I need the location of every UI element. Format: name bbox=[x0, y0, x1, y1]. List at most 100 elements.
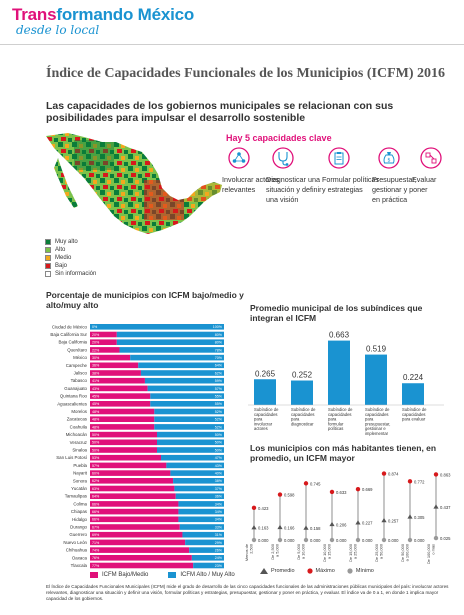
category-label: Coahuila bbox=[70, 424, 88, 429]
data-label-alto-muy-alto: 23% bbox=[215, 564, 223, 568]
category-label: 2,500 bbox=[249, 543, 254, 554]
data-label-bajo-medio: 71% bbox=[92, 541, 100, 545]
data-label-bajo-medio: 48% bbox=[92, 410, 100, 414]
data-label-alto-muy-alto: 34% bbox=[215, 502, 223, 506]
data-label-alto-muy-alto: 62% bbox=[215, 371, 223, 375]
bar-bajo-medio bbox=[90, 485, 175, 492]
category-label: Quintana Roo bbox=[60, 394, 88, 399]
min-label: 0.000 bbox=[284, 538, 295, 543]
data-label: 0.265 bbox=[255, 369, 276, 378]
category-label: Nayarit bbox=[73, 471, 88, 476]
data-label-alto-muy-alto: 34% bbox=[215, 518, 223, 522]
data-label-alto-muy-alto: 55% bbox=[215, 402, 223, 406]
bar-alto-muy-alto bbox=[161, 454, 224, 461]
category-label: Baja California Sur bbox=[50, 332, 87, 337]
data-label-bajo-medio: 36% bbox=[92, 364, 100, 368]
capacity-evaluar: Evaluar bbox=[412, 147, 464, 185]
avg-point bbox=[303, 525, 309, 530]
bar-alto-muy-alto bbox=[178, 501, 224, 507]
bar-bajo-medio bbox=[90, 501, 179, 507]
bar-bajo-medio bbox=[90, 339, 117, 345]
data-label-bajo-medio: 45% bbox=[92, 395, 100, 399]
population-chart-title: Los municipios con más habitantes tienen… bbox=[250, 443, 437, 463]
category-label: involucrar bbox=[254, 421, 273, 426]
avg-point bbox=[251, 525, 257, 530]
data-label-alto-muy-alto: 57% bbox=[215, 387, 223, 391]
brand-part-1: Trans bbox=[12, 5, 57, 24]
data-label-alto-muy-alto: 40% bbox=[215, 472, 223, 476]
max-label: 0.598 bbox=[284, 493, 295, 498]
max-label: 0.633 bbox=[336, 490, 347, 495]
avg-point bbox=[329, 521, 335, 527]
data-label-alto-muy-alto: 47% bbox=[215, 456, 223, 460]
bar-bajo-medio bbox=[90, 531, 183, 538]
category-label: formular bbox=[328, 421, 344, 426]
data-label-bajo-medio: 48% bbox=[92, 418, 100, 422]
bar-alto-muy-alto bbox=[193, 562, 224, 569]
max-point bbox=[303, 481, 309, 486]
bar-alto-muy-alto bbox=[185, 539, 224, 546]
triangle-marker-icon bbox=[260, 568, 268, 574]
bar-alto-muy-alto bbox=[191, 555, 224, 561]
legend-item-alto-muy-alto: ICFM Alto / Muy Alto bbox=[168, 572, 235, 578]
capacity-presupuestar: $ Presupuestar, gestionar y poner en prá… bbox=[372, 147, 432, 205]
min-point bbox=[407, 537, 413, 543]
category-label: Subíndice de bbox=[254, 407, 279, 412]
subindex-bar bbox=[402, 383, 424, 405]
state-chart-title: Porcentaje de municipios con ICFM bajo/m… bbox=[46, 290, 244, 310]
bar-alto-muy-alto bbox=[179, 524, 224, 530]
bar-bajo-medio bbox=[90, 401, 151, 407]
category-label: Guerrero bbox=[69, 532, 87, 537]
avg-label: 0.166 bbox=[284, 525, 295, 530]
min-label: 0.000 bbox=[414, 538, 425, 543]
bar-alto-muy-alto bbox=[150, 393, 224, 399]
data-label-bajo-medio: 50% bbox=[92, 441, 100, 445]
max-label: 0.772 bbox=[414, 479, 425, 484]
bar-alto-muy-alto bbox=[90, 324, 224, 330]
footnote: El Índice de Capacidades Funcionales Mun… bbox=[46, 584, 449, 601]
bar-alto-muy-alto bbox=[173, 478, 224, 484]
data-label-bajo-medio: 63% bbox=[92, 487, 100, 491]
legend-item-sin-informacion: Sin información bbox=[45, 270, 96, 278]
min-point bbox=[277, 537, 283, 543]
bar-bajo-medio bbox=[90, 547, 190, 553]
data-label-bajo-medio: 69% bbox=[92, 533, 100, 537]
data-label-bajo-medio: 20% bbox=[92, 333, 100, 337]
data-label-bajo-medio: 50% bbox=[92, 433, 100, 437]
data-label-alto-muy-alto: 52% bbox=[215, 410, 223, 414]
bar-bajo-medio bbox=[90, 524, 180, 530]
data-label-alto-muy-alto: 43% bbox=[215, 464, 223, 468]
legend-item-minimo: Mínimo bbox=[347, 568, 374, 574]
bar-alto-muy-alto bbox=[138, 362, 224, 369]
max-label: 0.874 bbox=[388, 472, 399, 477]
category-label: a 100,000 bbox=[405, 543, 410, 561]
category-label: a 50,000 bbox=[379, 543, 384, 559]
category-label: De 50,000 bbox=[400, 543, 405, 562]
data-label-bajo-medio: 77% bbox=[92, 564, 100, 568]
category-label: Sonora bbox=[73, 478, 88, 483]
bar-bajo-medio bbox=[90, 462, 167, 469]
category-label: Durango bbox=[70, 525, 87, 530]
min-label: 0.000 bbox=[362, 538, 373, 543]
max-point bbox=[355, 486, 361, 492]
data-label-bajo-medio: 30% bbox=[92, 356, 100, 360]
bar-alto-muy-alto bbox=[157, 431, 224, 438]
category-label: actores bbox=[254, 426, 268, 431]
bar-bajo-medio bbox=[90, 385, 148, 392]
bar-alto-muy-alto bbox=[130, 354, 224, 361]
data-label-alto-muy-alto: 50% bbox=[215, 448, 223, 452]
state-stacked-bar-chart: Ciudad de México 0% 100% Baja California Su… bbox=[50, 324, 224, 569]
data-label-alto-muy-alto: 100% bbox=[213, 325, 223, 329]
category-label: capacidades bbox=[291, 412, 315, 417]
circle-marker-icon bbox=[306, 568, 313, 574]
category-label: De 5,000 bbox=[296, 543, 301, 560]
page-title: Índice de Capacidades Funcionales de los… bbox=[46, 66, 446, 81]
bar-bajo-medio bbox=[90, 354, 131, 361]
bar-bajo-medio bbox=[90, 539, 186, 546]
category-label: Morelos bbox=[71, 409, 87, 414]
category-label: a 15,000 bbox=[327, 543, 332, 559]
max-point bbox=[381, 471, 387, 476]
data-label-bajo-medio: 20% bbox=[92, 341, 100, 345]
min-point bbox=[433, 535, 439, 541]
